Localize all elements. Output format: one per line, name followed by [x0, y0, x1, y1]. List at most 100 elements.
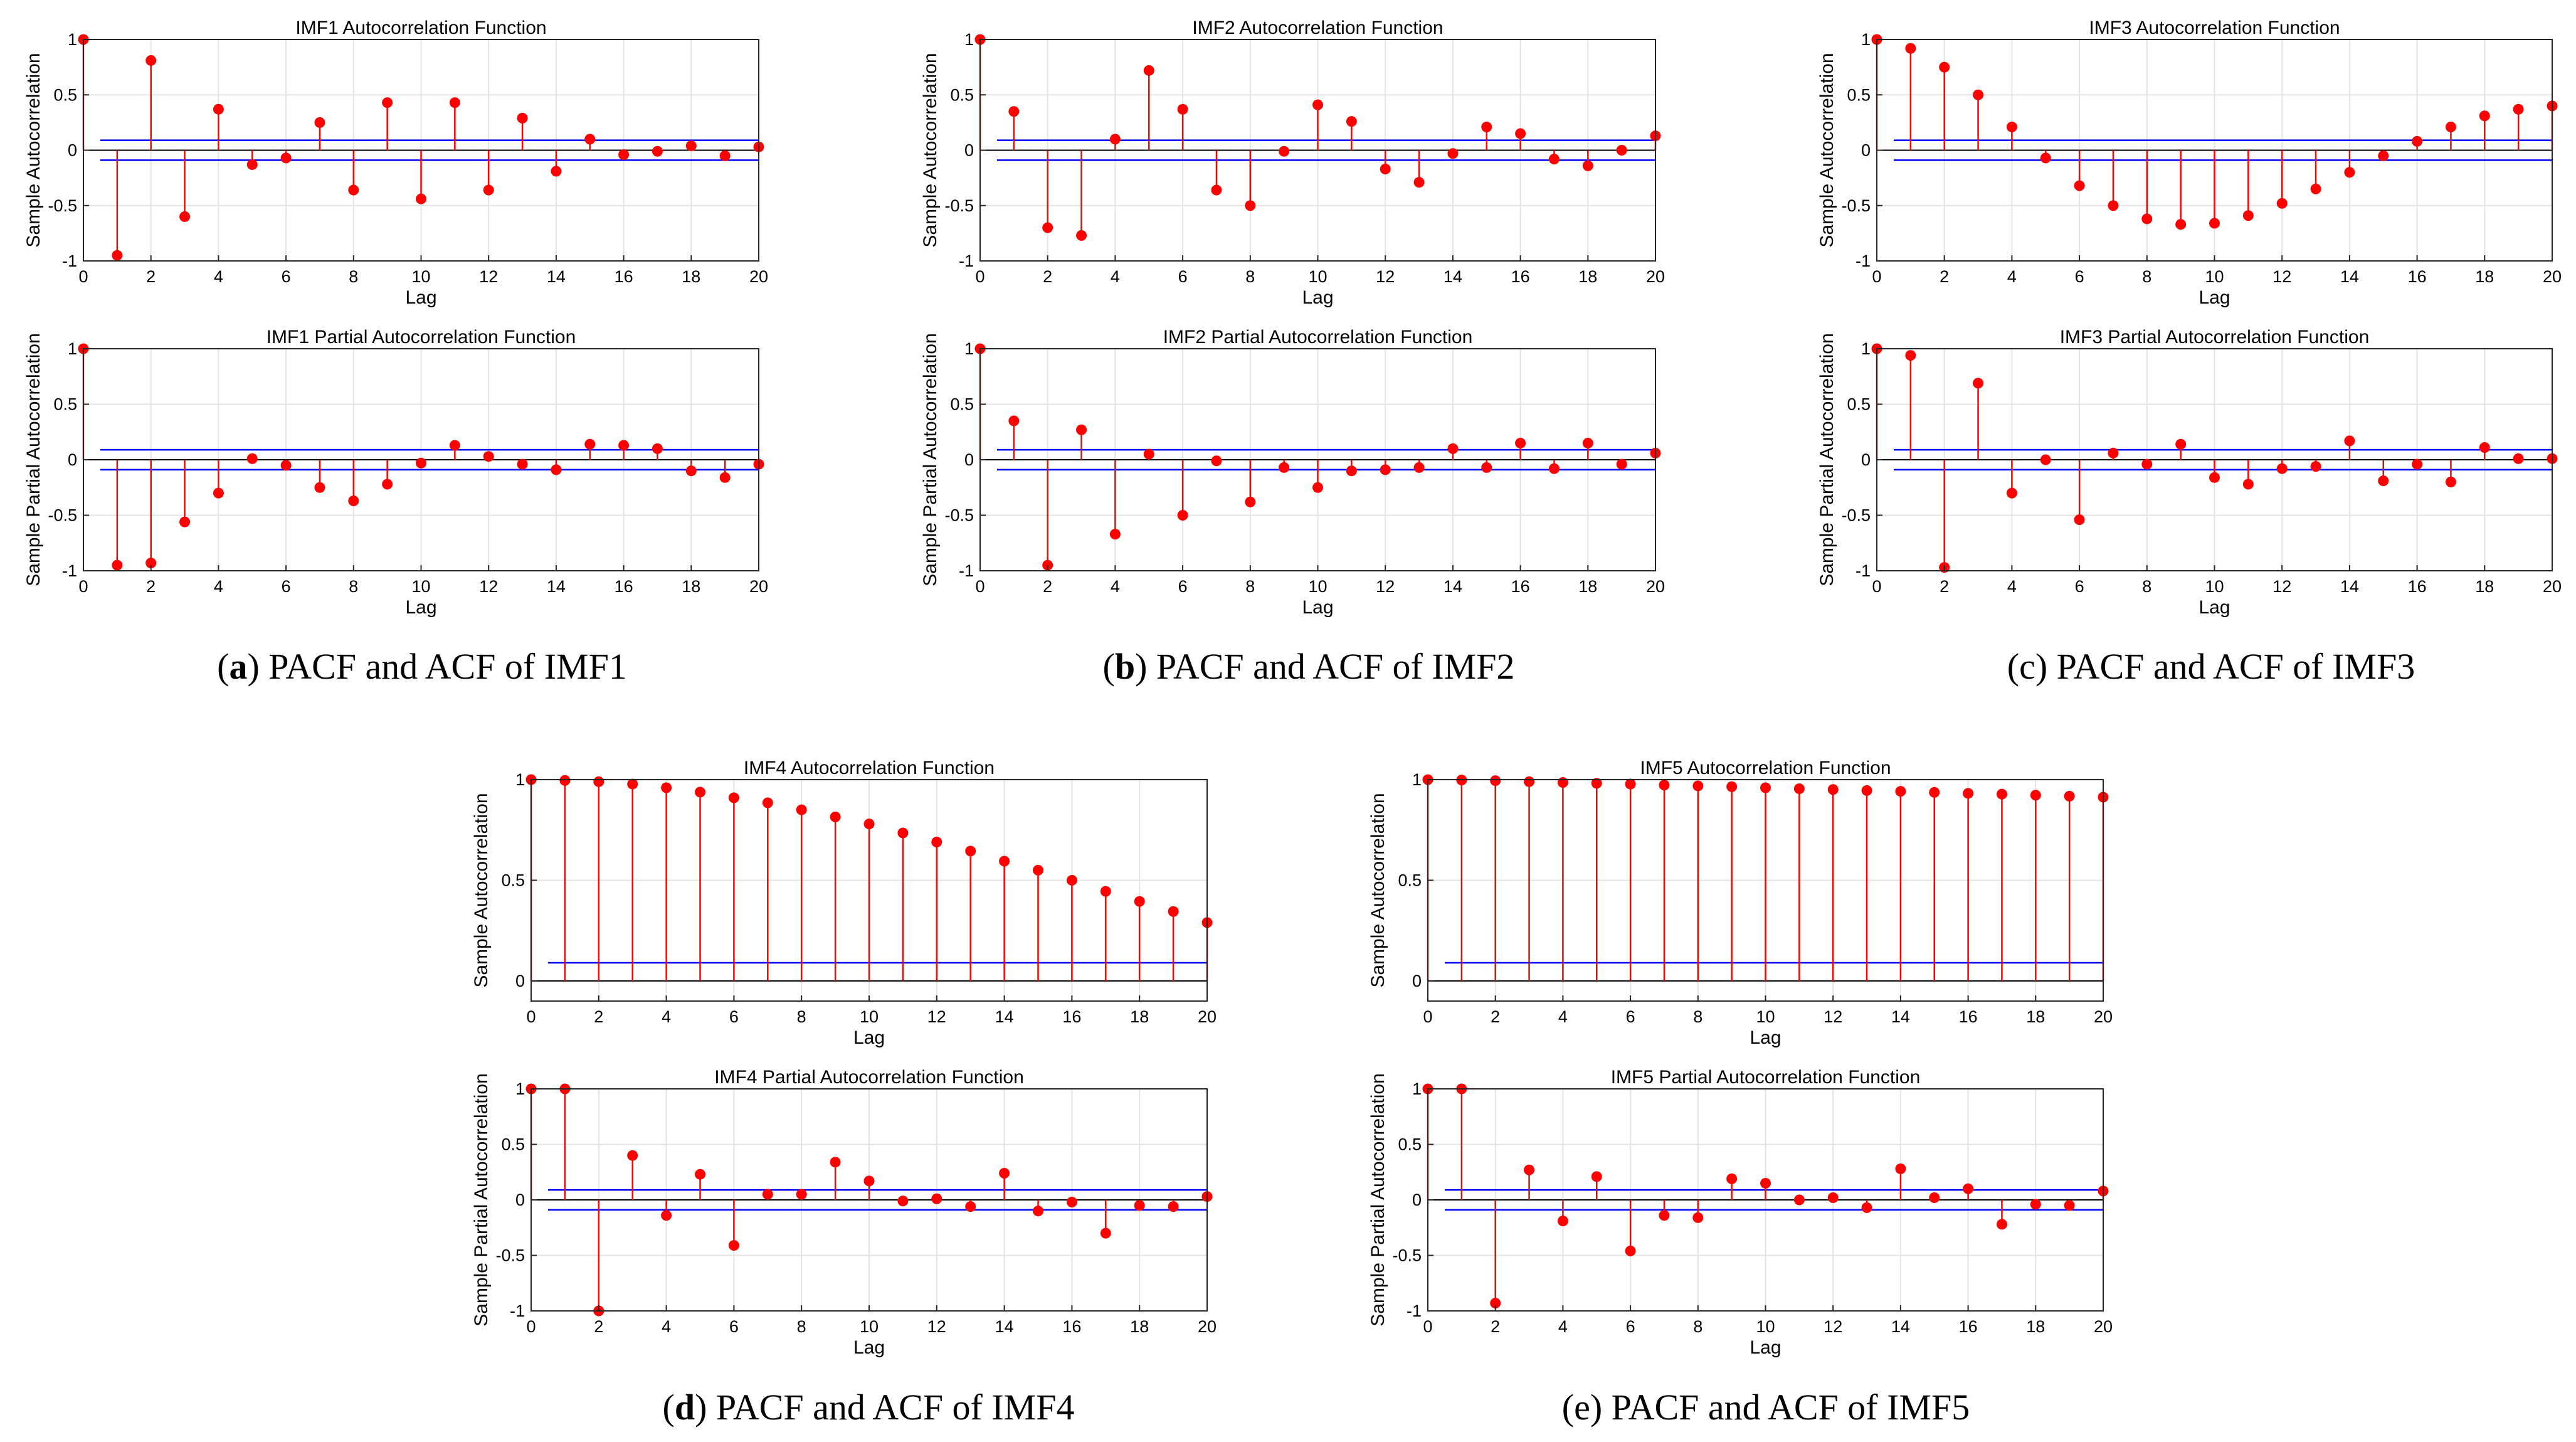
stem-marker [280, 152, 292, 164]
stem-marker [2310, 183, 2321, 194]
x-tick-label: 16 [615, 577, 633, 596]
stem-marker [1211, 184, 1222, 196]
stem-marker [112, 559, 123, 571]
y-tick-label: 0 [68, 141, 77, 160]
y-tick-label: 0 [964, 141, 974, 160]
stem-marker [999, 856, 1010, 867]
x-tick-label: 0 [78, 577, 88, 596]
stem-marker [584, 134, 596, 145]
x-tick-label: 4 [1111, 267, 1120, 286]
x-tick-label: 16 [1511, 267, 1530, 286]
x-tick-label: 14 [1444, 577, 1462, 596]
stem-marker [627, 778, 638, 790]
stem-marker [1861, 785, 1872, 796]
stem-marker [314, 117, 325, 128]
stem-marker [897, 827, 909, 839]
stem-marker [1008, 106, 1020, 117]
stem-marker [2030, 790, 2041, 801]
x-tick-label: 8 [1245, 577, 1255, 596]
stem-marker [1557, 777, 1568, 788]
x-tick-label: 14 [1891, 1317, 1910, 1336]
stem-marker [1346, 465, 1357, 477]
captions-layer: (a) PACF and ACF of IMF1 (b) PACF and AC… [217, 646, 2415, 1428]
x-tick-label: 16 [1959, 1317, 1978, 1336]
stem-marker [559, 775, 571, 786]
caption-c: (c) PACF and ACF of IMF3 [2007, 646, 2415, 687]
stem-marker [1109, 134, 1121, 145]
stem-marker [1895, 786, 1906, 797]
x-tick-label: 8 [797, 1007, 806, 1026]
stem-marker [2344, 167, 2355, 178]
stem-marker [483, 184, 494, 196]
x-tick-label: 18 [1578, 267, 1597, 286]
x-tick-label: 6 [2075, 267, 2084, 286]
stem-marker [1380, 464, 1391, 475]
stem-marker [965, 846, 976, 857]
y-tick-label: 0 [1412, 1190, 1422, 1209]
y-tick-label: -1 [62, 561, 77, 580]
stem-marker [2276, 198, 2288, 209]
stem-marker [1760, 782, 1771, 793]
stem-marker [2040, 454, 2051, 465]
stem-marker [2141, 459, 2153, 470]
x-tick-label: 4 [214, 267, 223, 286]
stem-marker [1066, 1197, 1077, 1208]
stem-marker [1168, 906, 1179, 917]
stem-marker [1726, 781, 1738, 792]
y-axis-label: Sample Partial Autocorrelation [23, 333, 44, 586]
stem-marker [314, 482, 325, 493]
stem-marker [1905, 43, 1916, 54]
chart-title: IMF3 Autocorrelation Function [2089, 18, 2340, 38]
stem-marker [695, 1169, 705, 1180]
stem-marker [695, 787, 705, 798]
stem-marker [1143, 448, 1154, 460]
stem-marker [1447, 148, 1459, 159]
x-tick-label: 4 [2007, 577, 2017, 596]
x-tick-label: 10 [2205, 267, 2224, 286]
stem-marker [2064, 1200, 2075, 1211]
x-tick-label: 18 [682, 577, 700, 596]
stem-marker [416, 193, 426, 204]
stem-marker [179, 211, 191, 222]
stem-marker [652, 146, 663, 157]
y-axis-label: Sample Partial Autocorrelation [471, 1073, 492, 1327]
x-tick-label: 20 [1198, 1317, 1217, 1336]
x-tick-label: 4 [662, 1317, 671, 1336]
stem-marker [2006, 487, 2017, 499]
stem-marker [1134, 896, 1145, 907]
stem-marker [1582, 160, 1593, 171]
stem-marker [449, 440, 460, 451]
y-tick-label: 1 [1861, 30, 1871, 49]
chart-c-acf: 0 2 4 6 8 10 12 14 16 18 20 -1 -0.5 0 0.5 1 IMF3 Autocor… [1817, 18, 2562, 308]
x-tick-label: 4 [2007, 267, 2017, 286]
x-tick-label: 0 [526, 1317, 536, 1336]
stem-marker [1312, 99, 1323, 110]
x-tick-label: 12 [927, 1317, 946, 1336]
x-tick-label: 2 [1043, 267, 1052, 286]
stem-marker [1109, 529, 1121, 540]
x-tick-label: 16 [1511, 577, 1530, 596]
x-tick-label: 20 [1646, 577, 1665, 596]
stem-marker [1177, 510, 1188, 521]
x-tick-label: 6 [1626, 1007, 1635, 1026]
stem-marker [897, 1195, 909, 1207]
stem-marker [2242, 479, 2254, 490]
x-tick-label: 10 [2205, 577, 2224, 596]
stem-marker [2108, 200, 2119, 211]
chart-title: IMF1 Partial Autocorrelation Function [267, 327, 576, 347]
stem-marker [1245, 496, 1256, 507]
x-tick-label: 12 [1376, 577, 1395, 596]
x-tick-label: 0 [1872, 577, 1881, 596]
y-tick-label: 0 [515, 972, 525, 990]
stem-marker [1312, 482, 1323, 493]
stem-marker [2175, 219, 2187, 230]
stem-marker [618, 149, 630, 161]
x-tick-label: 18 [1130, 1007, 1149, 1026]
stem-marker [1692, 1212, 1704, 1223]
stem-marker [2412, 135, 2423, 147]
stem-marker [1490, 775, 1501, 787]
y-tick-label: 1 [68, 30, 77, 49]
x-tick-label: 12 [479, 267, 498, 286]
stem-marker [1548, 463, 1560, 474]
